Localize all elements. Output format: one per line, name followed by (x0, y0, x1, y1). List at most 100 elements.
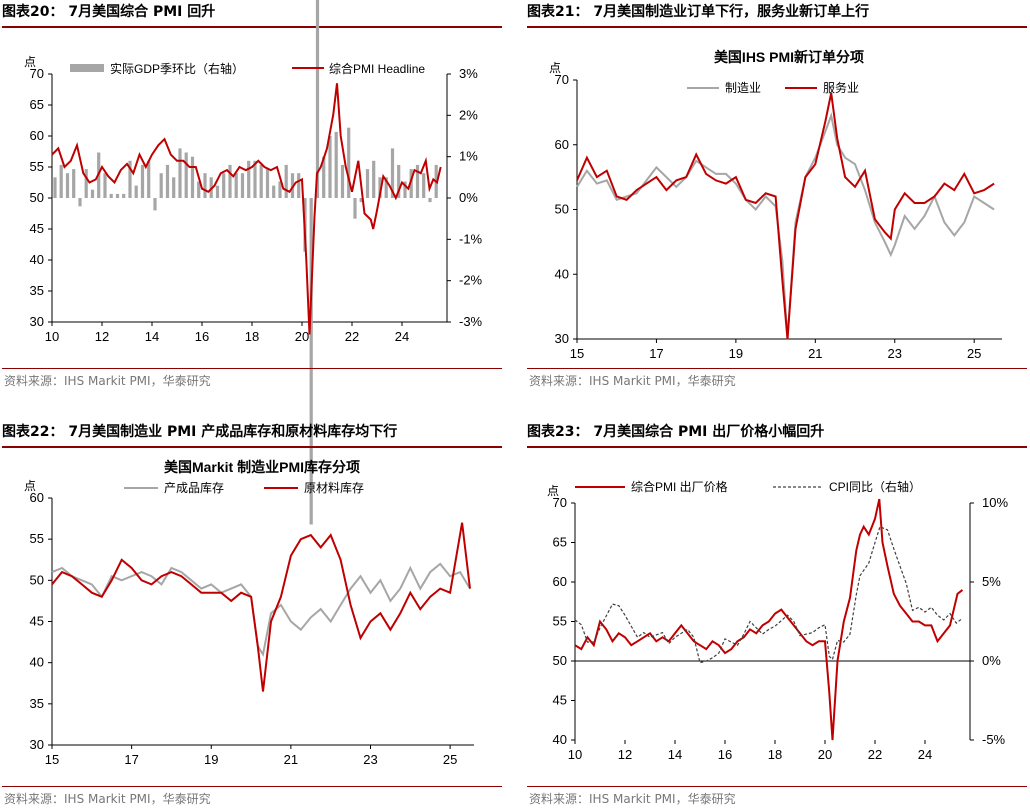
gdp-bar (197, 181, 201, 198)
y-tick-label: 55 (30, 159, 44, 174)
gdp-bar (134, 185, 138, 198)
y-tick-label: 60 (30, 490, 44, 505)
gdp-bar (178, 148, 182, 198)
y-tick-label: 60 (30, 128, 44, 143)
gdp-bar (122, 193, 126, 198)
gdp-bar (234, 173, 238, 198)
x-tick-label: 22 (868, 747, 882, 762)
gdp-bar (309, 198, 313, 525)
chart-title: 美国IHS PMI新订单分项 (714, 49, 864, 65)
x-tick-label: 10 (568, 747, 582, 762)
title-rule (2, 446, 502, 448)
gdp-bar (172, 177, 176, 198)
gdp-bar (90, 189, 95, 198)
x-tick-label: 25 (967, 346, 981, 361)
y-tick-label: 60 (555, 137, 569, 152)
x-tick-label: 16 (195, 329, 209, 344)
gdp-bar (347, 127, 351, 198)
y-tick-label: 30 (555, 331, 569, 346)
gdp-bar (222, 173, 226, 198)
y-tick-label: 70 (555, 72, 569, 87)
panel-chart-23: 图表23： 7月美国综合 PMI 出厂价格小幅回升 70 65 60 55 50 45 40… (527, 420, 1027, 810)
x-tick-label: 17 (649, 346, 663, 361)
y2-tick-label: -5% (982, 732, 1006, 747)
x-tick-label: 18 (245, 329, 259, 344)
x-tick-label: 24 (918, 747, 932, 762)
gdp-bar (259, 164, 263, 198)
unit-label: 点 (549, 61, 561, 75)
y-tick-label: 30 (30, 737, 44, 752)
x-tick-label: 17 (124, 752, 138, 767)
gdp-bar (84, 169, 88, 198)
x-tick-label: 22 (345, 329, 359, 344)
panel-chart-21: 图表21： 7月美国制造业订单下行，服务业新订单上行 70 60 50 40 30 15 1… (527, 0, 1027, 400)
gdp-bar (78, 198, 82, 207)
output-price-line (574, 498, 964, 741)
gdp-bar (115, 193, 120, 198)
title-rule (2, 26, 502, 28)
gdp-bar (397, 164, 401, 198)
gdp-bar (228, 164, 232, 198)
bottom-rule (527, 786, 1027, 787)
gdp-bar (328, 136, 332, 198)
gdp-bar (203, 173, 207, 198)
y2-tick-label: 3% (459, 66, 478, 81)
gdp-bar (265, 169, 270, 198)
gdp-bar (322, 156, 326, 198)
legend-label-cpi: CPI同比（右轴） (829, 479, 921, 494)
y2-tick-label: 2% (459, 107, 478, 122)
gdp-bar (415, 164, 420, 198)
gdp-bar (65, 173, 70, 198)
x-tick-label: 15 (570, 346, 584, 361)
panel-title: 图表23： 7月美国综合 PMI 出厂价格小幅回升 (527, 424, 825, 440)
gdp-bar (403, 181, 407, 198)
panel-title: 图表20： 7月美国综合 PMI 回升 (2, 4, 216, 20)
gdp-bar (272, 185, 276, 198)
gdp-bar (103, 173, 107, 198)
x-tick-label: 25 (443, 752, 457, 767)
gdp-bar (278, 181, 282, 198)
x-tick-label: 14 (668, 747, 682, 762)
gdp-bar (128, 160, 132, 198)
y-tick-label: 60 (553, 574, 567, 589)
title-rule (527, 26, 1027, 28)
gdp-bar (159, 173, 163, 198)
gdp-bar (247, 160, 251, 198)
x-tick-label: 21 (284, 752, 298, 767)
y2-tick-label: 10% (982, 495, 1008, 510)
y2-tick-label: 0% (459, 190, 478, 205)
title-rule (527, 446, 1027, 448)
x-tick-label: 15 (45, 752, 59, 767)
y2-tick-label: 1% (459, 149, 478, 164)
legend-label-finished: 产成品库存 (164, 480, 224, 495)
gdp-bar (147, 160, 151, 198)
gdp-bar (153, 198, 157, 211)
y2-tick-label: -1% (459, 231, 483, 246)
y-tick-label: 65 (30, 97, 44, 112)
x-tick-label: 21 (808, 346, 822, 361)
gdp-bar (334, 131, 338, 198)
y-tick-label: 40 (30, 655, 44, 670)
gdp-bar (140, 164, 145, 198)
y2-tick-label: -2% (459, 273, 483, 288)
gdp-bar (190, 156, 195, 198)
x-tick-label: 24 (395, 329, 409, 344)
y-tick-label: 40 (553, 732, 567, 747)
gdp-bar (384, 177, 388, 198)
raw-materials-inventory-line (51, 522, 471, 692)
y-tick-label: 55 (30, 531, 44, 546)
gdp-bar (53, 177, 57, 198)
gdp-bar (353, 198, 357, 219)
gdp-bar (428, 198, 432, 203)
y-tick-label: 50 (30, 190, 44, 205)
y-tick-label: 70 (553, 495, 567, 510)
source-note: 资料来源：IHS Markit PMI，华泰研究 (529, 374, 736, 388)
cpi-yoy-line (574, 525, 963, 664)
gdp-bar (409, 169, 413, 198)
legend-label-services: 服务业 (823, 80, 859, 95)
x-tick-label: 20 (818, 747, 832, 762)
x-tick-label: 10 (45, 329, 59, 344)
